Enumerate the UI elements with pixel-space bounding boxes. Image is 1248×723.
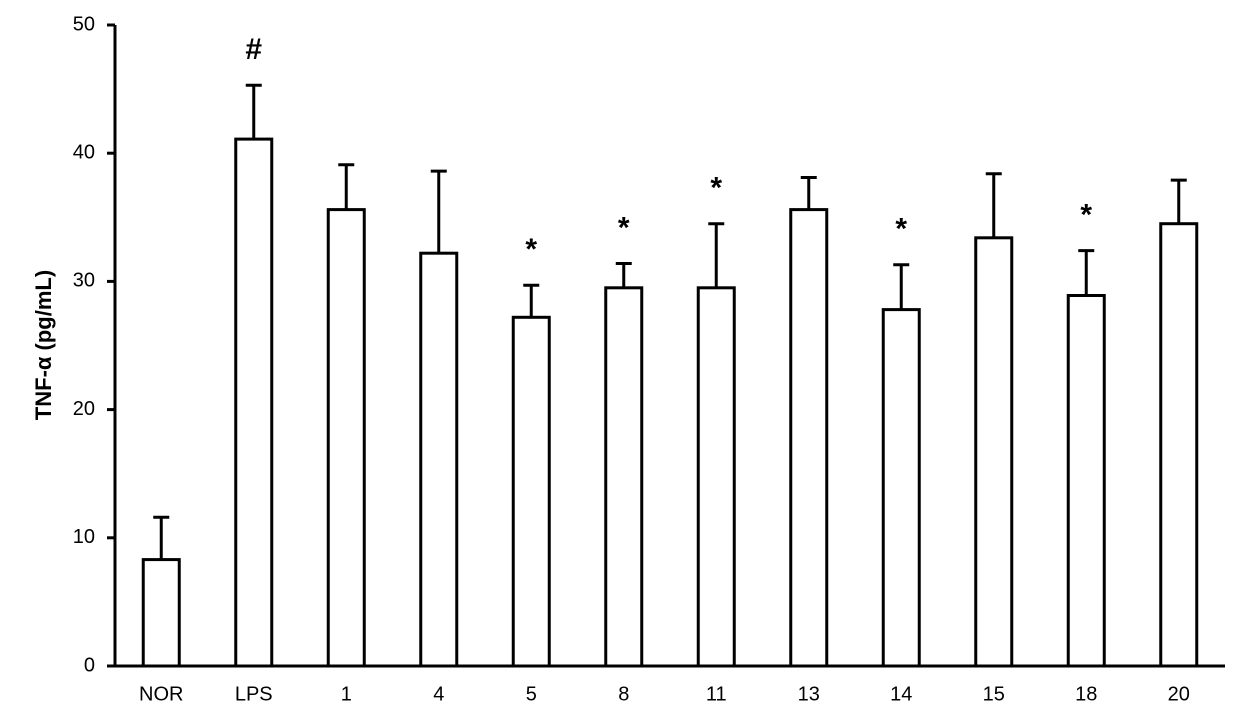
x-tick-label: 11 [706,683,727,705]
bar [1066,294,1106,668]
x-tick-label: 1 [341,683,352,705]
y-tick-label: 30 [73,270,95,292]
y-tick-label: 10 [73,526,95,548]
bar [974,236,1014,668]
x-tick-label: 20 [1168,683,1190,705]
x-tick-label: 18 [1075,683,1097,705]
bar [141,558,181,668]
significance-mark: # [245,33,262,66]
bar [234,137,274,668]
y-axis-label: TNF-α (pg/mL) [31,270,56,420]
y-tick-label: 0 [84,654,95,676]
x-tick-label: 14 [890,683,912,705]
significance-mark: * [710,172,722,205]
bar [419,251,459,668]
y-tick-label: 50 [73,13,95,35]
bar [881,308,921,668]
x-tick-label: NOR [139,683,183,705]
x-tick-label: 13 [798,683,820,705]
bar [1159,222,1199,668]
x-tick-label: 15 [983,683,1005,705]
x-tick-label: 4 [433,683,444,705]
x-tick-label: 5 [526,683,537,705]
significance-mark: * [895,213,907,246]
bar [326,208,366,668]
x-tick-label: 8 [618,683,629,705]
significance-mark: * [525,233,537,266]
y-tick-label: 20 [73,398,95,420]
bar [696,286,736,668]
bar [604,286,644,668]
y-tick-label: 40 [73,141,95,163]
bar [511,315,551,668]
significance-mark: * [1080,199,1092,232]
significance-mark: * [618,211,630,244]
bar [789,208,829,668]
x-tick-label: LPS [235,683,273,705]
